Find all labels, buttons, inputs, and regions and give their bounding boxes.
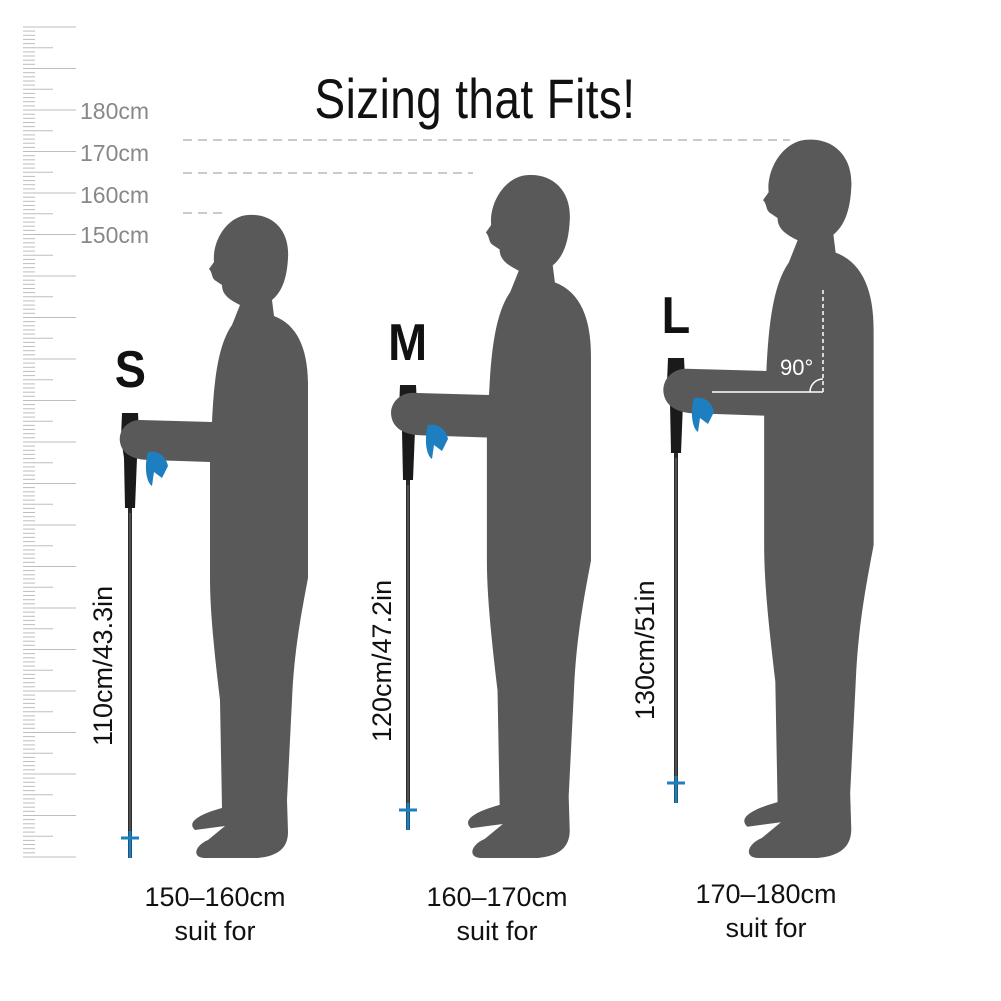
- height-ruler: [23, 26, 76, 858]
- suit-for-l: suit for: [725, 913, 807, 943]
- height-guide-lines: [183, 139, 790, 214]
- pole-length-m: 120cm/47.2in: [367, 579, 397, 742]
- height-range-s: 150–160cm: [144, 882, 286, 912]
- height-range-m: 160–170cm: [426, 882, 568, 912]
- page-title: Sizing that Fits!: [314, 67, 636, 130]
- pole-length-l: 130cm/51in: [630, 580, 660, 720]
- suit-for-m: suit for: [456, 916, 538, 946]
- right-angle-marker: [712, 290, 824, 393]
- height-range-l: 170–180cm: [695, 879, 837, 909]
- figure-s: [119, 214, 308, 860]
- size-m-label: M: [388, 314, 428, 372]
- suit-l: 170–180cm suit for: [666, 877, 866, 945]
- figure-l: [663, 139, 874, 858]
- ruler-label-150: 150cm: [80, 222, 150, 248]
- suit-for-s: suit for: [174, 916, 256, 946]
- ruler-label-180: 180cm: [80, 98, 150, 124]
- ruler-label-170: 170cm: [80, 140, 150, 166]
- pole-length-s: 110cm/43.3in: [88, 585, 118, 746]
- suit-s: 150–160cm suit for: [115, 880, 315, 948]
- angle-label: 90°: [780, 355, 814, 380]
- ruler-label-160: 160cm: [80, 182, 150, 208]
- figure-m: [391, 174, 591, 858]
- suit-m: 160–170cm suit for: [397, 880, 597, 948]
- size-l-label: L: [661, 287, 691, 345]
- size-s-label: S: [114, 341, 146, 399]
